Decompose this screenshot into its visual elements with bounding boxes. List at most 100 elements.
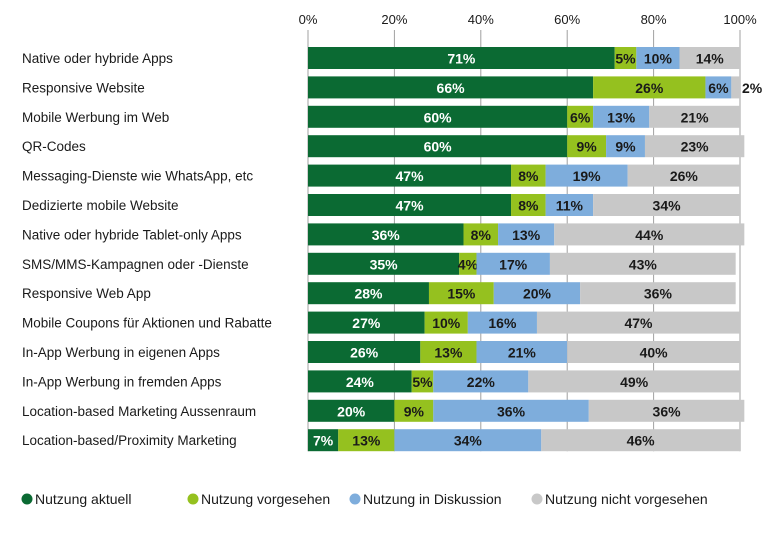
bar-segment [424,311,468,334]
data-label: 36% [372,227,401,243]
data-label: 23% [681,139,710,155]
data-label: 10% [644,51,673,67]
bar-segment [593,76,706,99]
data-label: 27% [352,315,381,331]
category-label: In-App Werbung in eigenen Apps [22,345,220,360]
category-label: Native oder hybride Apps [22,51,173,66]
category-label: Location-based/Proximity Marketing [22,433,237,448]
bar-segment [411,370,434,393]
data-label: 28% [354,286,383,302]
bar-segment [614,47,637,69]
data-label: 5% [412,374,433,390]
data-label: 21% [508,345,537,361]
x-tick-label: 0% [299,12,318,27]
bar-segment [731,76,740,99]
data-label: 46% [627,433,656,449]
data-label: 9% [577,139,598,155]
bar-segment [511,164,546,187]
category-label: SMS/MMS-Kampagnen oder -Dienste [22,257,249,272]
bar-segment [308,252,460,275]
data-label: 7% [313,433,334,449]
legend-marker [531,493,543,505]
bar-segment [588,399,745,422]
bar-segment [308,370,412,393]
data-label: 10% [432,315,461,331]
bar-segment [567,105,594,128]
bar-segment [536,311,740,334]
data-label: 13% [512,227,541,243]
bar-segment [308,223,464,246]
x-tick-label: 60% [554,12,580,27]
bar-segment [545,164,628,187]
legend-label: Nutzung vorgesehen [201,491,330,507]
data-label: 26% [350,345,379,361]
bar-segment [308,135,568,158]
category-label: Responsive Web App [22,286,151,301]
bar-segment [459,252,477,275]
bar-segment [308,429,339,452]
bar-segment [606,135,645,158]
bar-segment [593,194,740,216]
data-label: 36% [653,403,682,419]
data-label: 71% [447,51,476,67]
data-label: 15% [447,286,476,302]
bar-segment [511,194,546,216]
data-label: 9% [615,139,636,155]
bar-segment [679,47,740,69]
bar-segment [308,341,421,363]
category-label: Mobile Werbung im Web [22,110,169,125]
data-label: 26% [670,168,699,184]
bar-segment [476,252,550,275]
bar-segment [394,429,542,452]
bar-segment [567,341,740,363]
data-label: 60% [424,139,453,155]
category-label: Responsive Website [22,80,145,95]
data-label: 44% [635,227,664,243]
data-label: 13% [434,345,463,361]
bar-segment [308,282,429,305]
bar-segment [467,311,537,334]
data-label: 34% [653,198,682,214]
bar-segment [338,429,395,452]
data-label: 47% [624,315,653,331]
bar-segment [308,47,615,69]
bar-segment [394,399,434,422]
data-label: 43% [629,256,658,272]
data-label: 8% [518,198,539,214]
bar-segment [308,194,512,216]
bar-segment [433,370,529,393]
data-label: 26% [635,80,664,96]
bar-segment [308,76,594,99]
x-tick-label: 20% [381,12,407,27]
bar-segment [493,282,581,305]
bar-segment [433,399,589,422]
data-label: 16% [488,315,517,331]
data-label: 49% [620,374,649,390]
legend-label: Nutzung nicht vorgesehen [545,491,708,507]
bar-segment [498,223,555,246]
data-label: 36% [644,286,673,302]
data-label: 66% [437,80,466,96]
data-label: 6% [570,109,591,125]
data-label: 17% [499,256,528,272]
bar-segment [567,135,607,158]
data-label: 2% [742,80,763,96]
legend-label: Nutzung in Diskussion [363,491,502,507]
x-tick-label: 80% [641,12,667,27]
x-tick-label: 40% [468,12,494,27]
category-label: In-App Werbung in fremden Apps [22,374,222,389]
data-label: 8% [471,227,492,243]
bar-segment [463,223,499,246]
data-label: 19% [573,168,602,184]
category-label: Dedizierte mobile Website [22,198,179,213]
bar-segment [308,164,512,187]
bar-segment [308,311,425,334]
bar-segment [308,105,568,128]
legend-marker [349,493,361,505]
bar-segment [636,47,680,69]
bar-segment [705,76,732,99]
legend-marker [21,493,33,505]
data-label: 47% [396,168,425,184]
legend-marker [187,493,199,505]
